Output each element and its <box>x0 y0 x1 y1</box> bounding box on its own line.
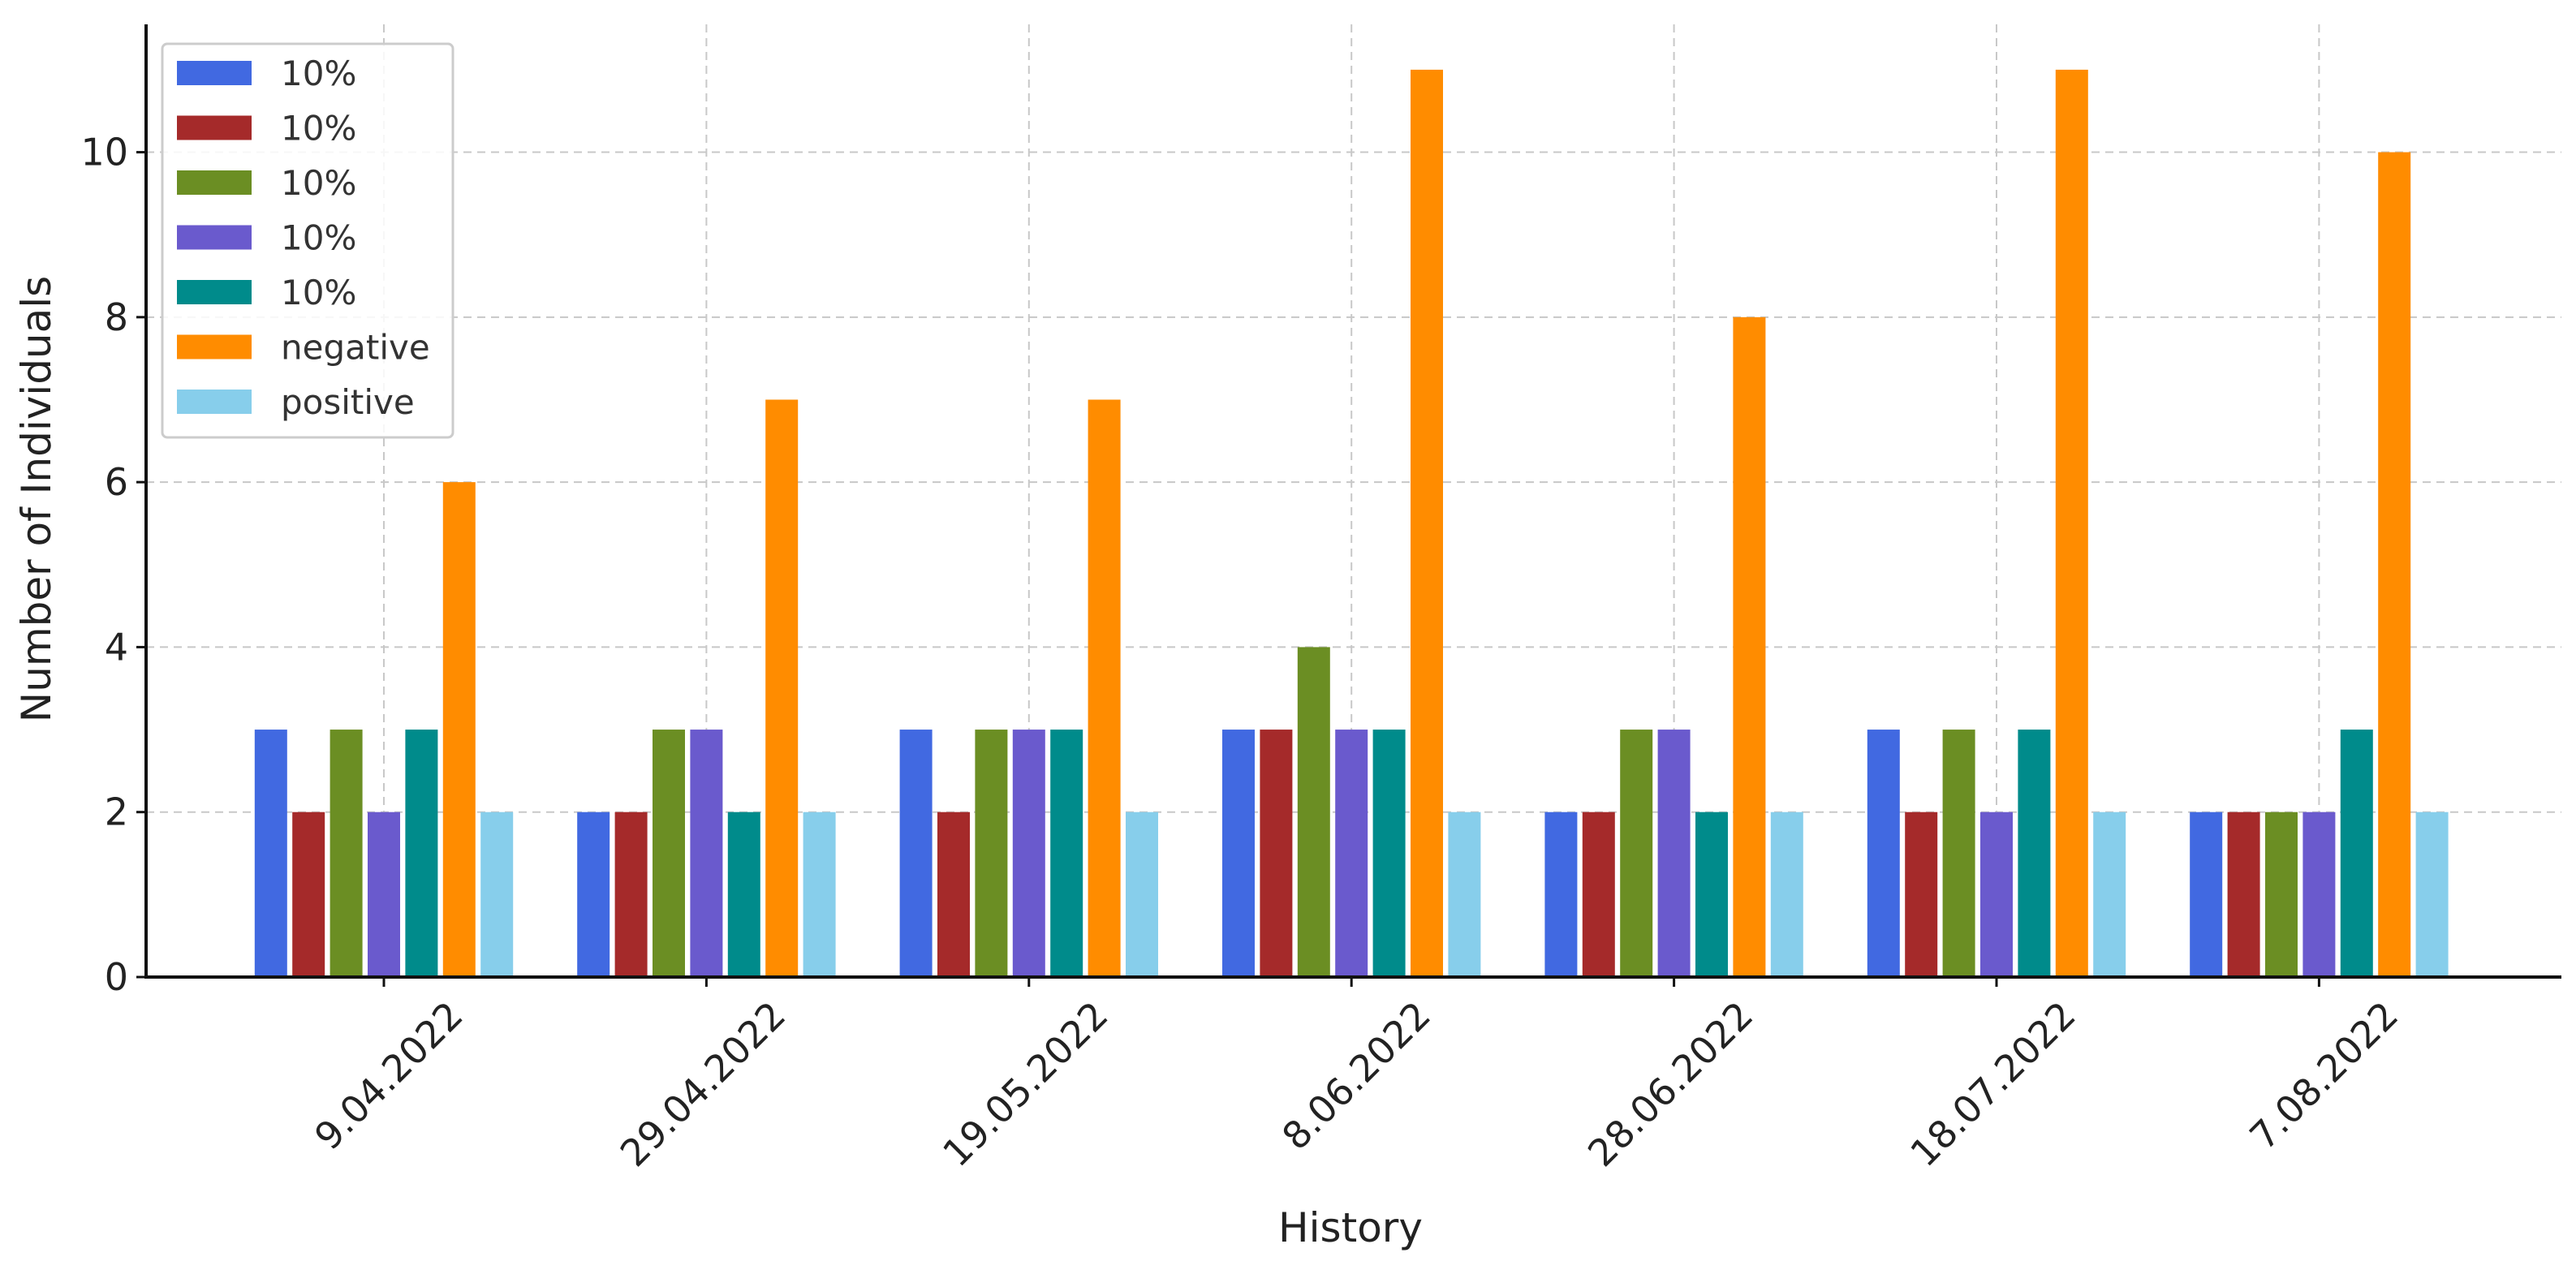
bar <box>2265 812 2298 977</box>
legend-label: negative <box>281 328 430 368</box>
y-tick-label: 8 <box>105 295 128 339</box>
y-tick-label: 4 <box>105 625 128 669</box>
bar <box>2018 730 2051 977</box>
x-tick-label: 9.04.2022 <box>306 993 472 1159</box>
bar <box>2302 812 2336 977</box>
x-ticks: 9.04.2022 29.04.2022 19.05.2022 8.06.2022 28… <box>306 977 2406 1175</box>
bar <box>1448 812 1481 977</box>
bar <box>2378 152 2411 977</box>
bar <box>1905 812 1938 977</box>
legend-label: 10% <box>281 163 356 203</box>
x-axis-title: History <box>1278 1204 1423 1251</box>
bar <box>1867 730 1900 977</box>
y-tick-label: 0 <box>105 955 128 999</box>
bar <box>577 812 610 977</box>
y-tick-label: 2 <box>105 790 128 834</box>
axes <box>144 24 2561 979</box>
bar <box>765 399 799 977</box>
bar <box>1942 730 1975 977</box>
bar <box>937 812 970 977</box>
bar <box>690 730 723 977</box>
bar <box>2415 812 2449 977</box>
bar <box>1733 316 1766 977</box>
bar <box>1695 812 1728 977</box>
x-tick-label: 28.06.2022 <box>1579 993 1761 1175</box>
bar <box>614 812 648 977</box>
bar <box>2093 812 2126 977</box>
bar <box>405 730 438 977</box>
bar <box>1126 812 1158 977</box>
bar <box>803 812 836 977</box>
bars <box>254 69 2449 977</box>
bar <box>368 812 400 977</box>
legend-label: 10% <box>281 273 356 312</box>
legend-swatch <box>177 280 252 304</box>
bar <box>480 812 514 977</box>
legend-swatch <box>177 334 252 359</box>
legend-label: 10% <box>281 109 356 149</box>
bar <box>1260 730 1293 977</box>
x-tick-label: 7.08.2022 <box>2241 993 2406 1159</box>
legend-swatch <box>177 115 252 140</box>
bar <box>1012 730 1045 977</box>
y-tick-label: 6 <box>105 460 128 504</box>
x-tick-label: 18.07.2022 <box>1902 993 2083 1175</box>
bar <box>2227 812 2260 977</box>
x-tick-label: 8.06.2022 <box>1273 993 1439 1159</box>
bar <box>442 482 476 977</box>
bar <box>2055 69 2088 977</box>
bar <box>1582 812 1615 977</box>
bar <box>727 812 760 977</box>
x-tick-label: 19.05.2022 <box>934 993 1116 1175</box>
bar <box>2190 812 2223 977</box>
bar <box>899 730 933 977</box>
bar <box>1297 647 1330 977</box>
legend-swatch <box>177 390 252 414</box>
bar <box>1980 812 2013 977</box>
bar <box>1544 812 1578 977</box>
bar <box>1411 69 1443 977</box>
bar <box>1222 730 1255 977</box>
legend-label: 10% <box>281 218 356 258</box>
y-tick-label: 10 <box>80 131 128 174</box>
bar <box>1335 730 1368 977</box>
bar <box>1050 730 1083 977</box>
bar <box>330 730 363 977</box>
bar <box>975 730 1008 977</box>
bar <box>1088 399 1121 977</box>
bar <box>2340 730 2373 977</box>
bar <box>1372 730 1406 977</box>
legend: 10% 10% 10% 10% 10% negative positive <box>161 42 454 439</box>
y-ticks: 0 2 4 6 8 10 <box>80 131 146 999</box>
legend-swatch <box>177 170 252 195</box>
bar <box>254 730 287 977</box>
bar <box>1657 730 1691 977</box>
legend-label: positive <box>281 382 415 422</box>
legend-swatch <box>177 225 252 250</box>
bar <box>1770 812 1803 977</box>
bar <box>653 730 685 977</box>
y-axis-title: Number of Individuals <box>13 276 60 722</box>
bar <box>292 812 325 977</box>
legend-label: 10% <box>281 54 356 93</box>
x-tick-label: 29.04.2022 <box>612 993 794 1175</box>
bar <box>1620 730 1653 977</box>
grid <box>146 24 2561 977</box>
legend-swatch <box>177 61 252 85</box>
